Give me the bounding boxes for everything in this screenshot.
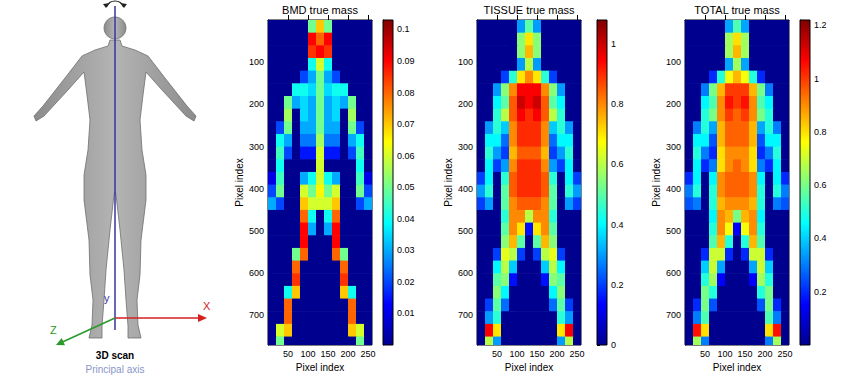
svg-text:100: 100	[458, 57, 473, 67]
svg-text:600: 600	[458, 268, 473, 278]
svg-text:250: 250	[777, 349, 792, 359]
svg-text:Pixel index: Pixel index	[505, 362, 553, 373]
svg-text:0.01: 0.01	[397, 308, 415, 318]
svg-text:200: 200	[458, 99, 473, 109]
svg-text:0.02: 0.02	[397, 277, 415, 287]
svg-text:Pixel index: Pixel index	[713, 362, 761, 373]
svg-text:500: 500	[249, 226, 264, 236]
svg-text:700: 700	[249, 310, 264, 320]
svg-text:300: 300	[666, 142, 681, 152]
svg-text:BMD true mass: BMD true mass	[282, 4, 358, 16]
svg-text:0.06: 0.06	[397, 151, 415, 161]
svg-text:0.4: 0.4	[814, 233, 827, 243]
svg-text:0.2: 0.2	[611, 280, 624, 290]
svg-text:Pixel index: Pixel index	[651, 158, 662, 206]
svg-text:600: 600	[666, 268, 681, 278]
svg-text:50: 50	[492, 349, 502, 359]
svg-text:Z: Z	[50, 324, 57, 336]
svg-text:0.04: 0.04	[397, 214, 415, 224]
svg-text:X: X	[203, 300, 211, 312]
svg-text:y: y	[104, 292, 110, 304]
svg-text:0.8: 0.8	[611, 99, 624, 109]
svg-text:0.08: 0.08	[397, 88, 415, 98]
svg-text:400: 400	[458, 184, 473, 194]
svg-text:600: 600	[249, 268, 264, 278]
svg-text:0.09: 0.09	[397, 56, 415, 66]
svg-text:400: 400	[666, 184, 681, 194]
svg-text:150: 150	[320, 349, 335, 359]
svg-text:Pixel index: Pixel index	[296, 362, 344, 373]
svg-text:50: 50	[700, 349, 710, 359]
svg-text:200: 200	[666, 99, 681, 109]
svg-text:0.05: 0.05	[397, 182, 415, 192]
svg-text:1: 1	[611, 39, 616, 49]
svg-text:3D scan: 3D scan	[96, 350, 134, 361]
svg-text:200: 200	[249, 99, 264, 109]
svg-text:250: 250	[569, 349, 584, 359]
svg-text:0.03: 0.03	[397, 245, 415, 255]
svg-text:TOTAL true mass: TOTAL true mass	[694, 4, 780, 16]
svg-text:700: 700	[666, 310, 681, 320]
svg-text:100: 100	[666, 57, 681, 67]
svg-text:300: 300	[249, 142, 264, 152]
svg-text:250: 250	[360, 349, 375, 359]
svg-text:0.4: 0.4	[611, 220, 624, 230]
svg-text:1: 1	[814, 74, 819, 84]
svg-text:TISSUE true mass: TISSUE true mass	[483, 4, 575, 16]
svg-text:Pixel index: Pixel index	[234, 158, 245, 206]
svg-text:500: 500	[666, 226, 681, 236]
svg-text:700: 700	[458, 310, 473, 320]
svg-text:0: 0	[611, 340, 616, 350]
svg-text:0.6: 0.6	[814, 180, 827, 190]
svg-text:0.2: 0.2	[814, 287, 827, 297]
svg-text:Principal axis: Principal axis	[86, 364, 145, 375]
svg-text:0.8: 0.8	[814, 127, 827, 137]
svg-text:0.1: 0.1	[397, 24, 410, 34]
svg-text:500: 500	[458, 226, 473, 236]
svg-text:0.6: 0.6	[611, 159, 624, 169]
svg-text:300: 300	[458, 142, 473, 152]
svg-text:400: 400	[249, 184, 264, 194]
svg-text:200: 200	[757, 349, 772, 359]
svg-text:Pixel index: Pixel index	[443, 158, 454, 206]
svg-text:50: 50	[283, 349, 293, 359]
svg-text:150: 150	[737, 349, 752, 359]
svg-text:200: 200	[549, 349, 564, 359]
svg-text:100: 100	[717, 349, 732, 359]
svg-text:200: 200	[340, 349, 355, 359]
svg-text:100: 100	[509, 349, 524, 359]
svg-text:0.07: 0.07	[397, 119, 415, 129]
svg-text:100: 100	[249, 57, 264, 67]
svg-text:1.2: 1.2	[814, 20, 827, 30]
svg-text:150: 150	[529, 349, 544, 359]
svg-text:100: 100	[300, 349, 315, 359]
